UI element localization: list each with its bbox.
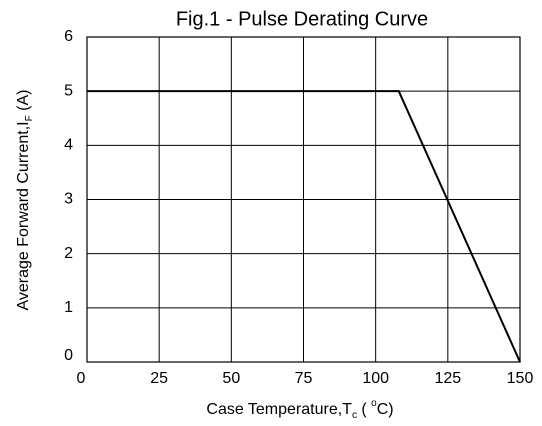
x-label-text: Case Temperature,T [206, 401, 352, 418]
x-tick-label: 0 [77, 370, 86, 387]
x-tick-label: 25 [150, 370, 168, 387]
y-label-sub: F [24, 115, 35, 121]
x-axis-label: Case Temperature,Tc ( oC) [206, 398, 393, 421]
curve [87, 90, 521, 363]
x-label-text: C) [377, 401, 394, 418]
x-tick-label: 50 [222, 370, 240, 387]
y-tick-label: 2 [64, 245, 73, 262]
chart-title: Fig.1 - Pulse Derating Curve [176, 8, 428, 30]
y-label-text: Average Forward Current,I [15, 121, 32, 310]
y-tick-label: 0 [64, 347, 73, 364]
y-axis-label: Average Forward Current,IF (A) [15, 89, 34, 310]
x-tick-label: 100 [362, 370, 389, 387]
x-label-sub: c [352, 410, 357, 421]
y-tick-label: 4 [64, 137, 73, 154]
y-tick-label: 1 [64, 299, 73, 316]
y-tick-label: 6 [64, 28, 73, 45]
y-label-text: (A) [15, 89, 32, 115]
y-tick-label: 5 [64, 82, 73, 99]
x-tick-label: 125 [434, 370, 461, 387]
y-tick-label: 3 [64, 191, 73, 208]
x-label-text: ( [357, 401, 371, 418]
x-label-sup: o [371, 398, 377, 409]
plot-border [86, 36, 521, 363]
x-tick-label: 150 [507, 370, 534, 387]
x-tick-label: 75 [295, 370, 313, 387]
